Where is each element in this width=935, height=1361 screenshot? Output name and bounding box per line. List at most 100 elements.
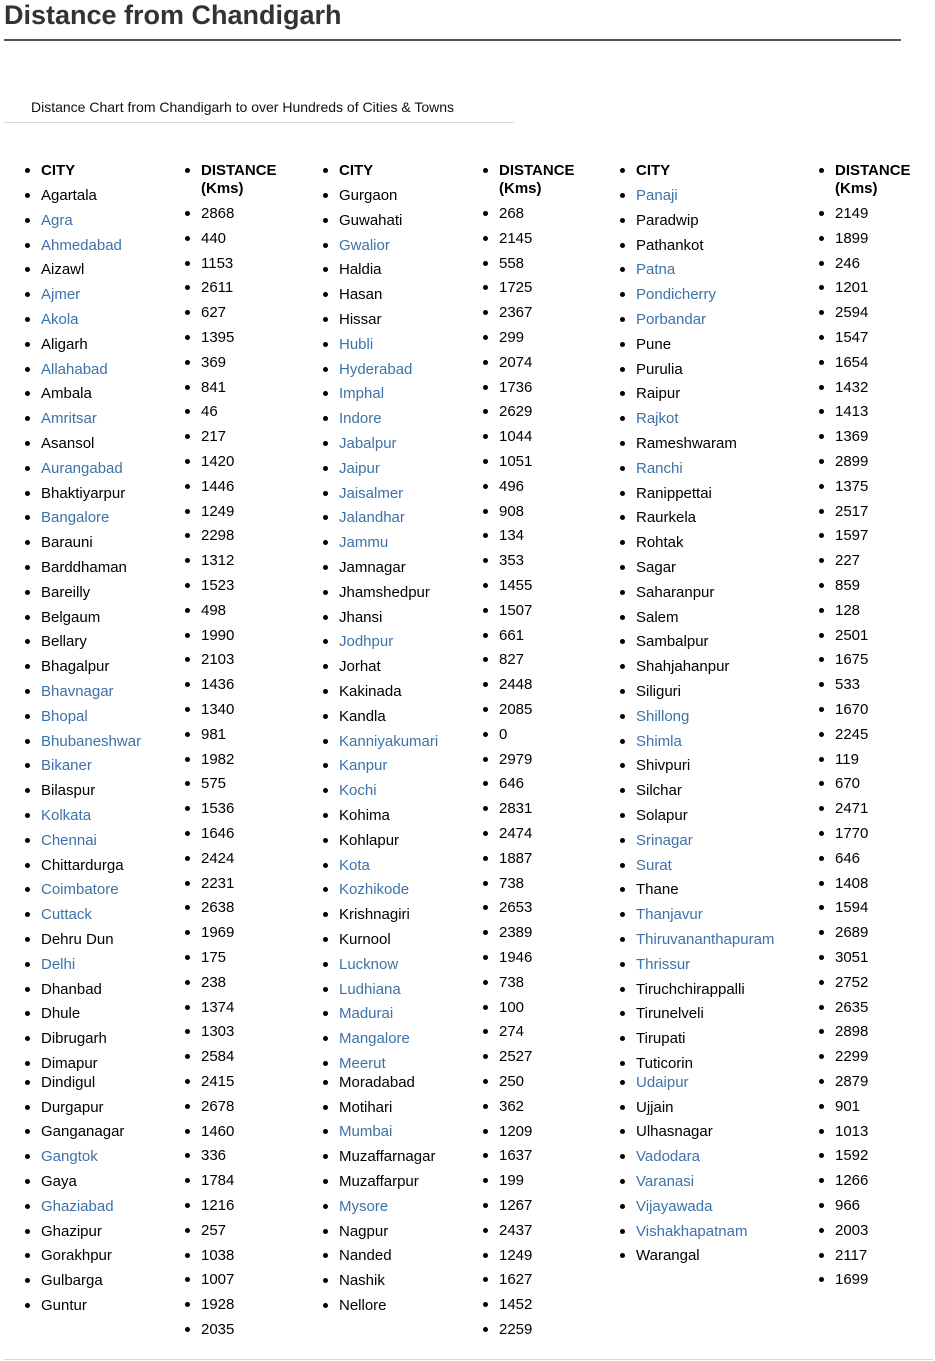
city-item[interactable]: Panaji [620, 187, 678, 204]
city-item[interactable]: Ahmedabad [25, 236, 122, 254]
city-item[interactable]: Ranchi [620, 459, 683, 477]
city-item[interactable]: Patna [619, 261, 676, 279]
city-item: Jamnagar [323, 559, 406, 576]
city-item[interactable]: Bhavnagar [25, 683, 114, 700]
city-item[interactable]: Cuttack [25, 906, 92, 924]
city-item[interactable]: Jaipur [323, 459, 380, 477]
city-item[interactable]: Amritsar [25, 410, 97, 428]
city-item[interactable]: Imphal [322, 385, 385, 403]
distance-item: 1547 [818, 329, 869, 346]
distance-item: 1432 [818, 378, 869, 396]
distance-item: 558 [482, 254, 525, 272]
city-item[interactable]: Delhi [24, 955, 76, 973]
city-item[interactable]: Allahabad [25, 360, 108, 378]
city-item[interactable]: Madurai [322, 1005, 394, 1023]
city-item: Thane [620, 881, 679, 899]
city-item[interactable]: Mumbai [322, 1123, 393, 1141]
city-item[interactable]: Ghaziabad [25, 1197, 114, 1215]
city-item[interactable]: Varanasi [619, 1173, 695, 1190]
city-item[interactable]: Vijayawada [619, 1197, 713, 1215]
distance-item: 2868 [184, 205, 235, 222]
city-item[interactable]: Agra [25, 211, 73, 229]
city-item[interactable]: Vishakhapatnam [619, 1222, 748, 1240]
distance-item: 128 [818, 601, 861, 619]
city-item[interactable]: Bhopal [25, 707, 88, 725]
city-item[interactable]: Ludhiana [323, 980, 401, 998]
city-item[interactable]: Kanpur [322, 757, 388, 775]
subtitle-divider [4, 122, 514, 123]
city-item[interactable]: Coimbatore [25, 881, 119, 899]
distance-item: 268 [482, 205, 525, 222]
city-item[interactable]: Aurangabad [25, 459, 123, 477]
city-item[interactable]: Vadodara [620, 1148, 700, 1166]
distance-item: 1725 [482, 279, 533, 297]
distance-item: 353 [482, 552, 525, 570]
distance-item: 1699 [818, 1271, 869, 1289]
city-item: Sambalpur [620, 633, 709, 651]
city-item[interactable]: Rajkot [620, 410, 679, 428]
city-item: Raipur [619, 385, 681, 403]
distance-item: 1770 [818, 825, 869, 842]
city-item[interactable]: Shillong [619, 707, 690, 725]
distance-item: 2074 [482, 353, 533, 371]
distance-item: 299 [482, 329, 525, 346]
city-item: Sagar [619, 559, 677, 576]
city-item[interactable]: Bhubaneshwar [24, 732, 142, 750]
distance-item: 1267 [482, 1197, 533, 1214]
distance-item: 217 [184, 428, 227, 446]
distance-item: 738 [482, 973, 525, 991]
distance-item: 1153 [184, 254, 234, 272]
city-item[interactable]: Gwalior [323, 236, 390, 254]
city-item[interactable]: Kolkata [24, 807, 92, 824]
distance-item: 134 [482, 527, 525, 545]
city-item[interactable]: Surat [620, 856, 672, 874]
city-item[interactable]: Udaipur [620, 1073, 689, 1091]
city-item[interactable]: Hyderabad [322, 360, 413, 378]
city-item[interactable]: Pondicherry [619, 286, 717, 304]
city-item[interactable]: Shimla [620, 732, 682, 750]
city-item[interactable]: Thiruvananthapuram [619, 931, 775, 948]
distance-header: DISTANCE (Kms) [819, 162, 925, 198]
city-item[interactable]: Bangalore [24, 509, 110, 527]
city-item[interactable]: Jammu [322, 534, 389, 552]
city-item[interactable]: Srinagar [620, 831, 693, 849]
city-item[interactable]: Kota [323, 856, 370, 874]
distance-item: 827 [482, 651, 525, 669]
city-item[interactable]: Thrissur [619, 955, 691, 973]
city-item: Muzaffarpur [323, 1173, 419, 1190]
distance-item: 2424 [184, 849, 235, 867]
city-item[interactable]: Hubli [322, 335, 374, 353]
city-item[interactable]: Kanniyakumari [322, 732, 439, 750]
city-item: Tirupati [619, 1030, 686, 1048]
distance-item: 1990 [184, 626, 235, 644]
distance-item: 1340 [184, 701, 235, 718]
city-item[interactable]: Bikaner [25, 757, 92, 775]
city-item: Jhansi [322, 608, 383, 626]
city-item[interactable]: Thanjavur [620, 906, 703, 924]
city-item[interactable]: Akola [25, 311, 79, 328]
city-item[interactable]: Mysore [322, 1197, 389, 1215]
city-item[interactable]: Indore [323, 410, 382, 428]
distance-item: 227 [818, 552, 861, 570]
distance-item: 2474 [482, 825, 533, 842]
city-item[interactable]: Jalandhar [323, 509, 405, 527]
city-item[interactable]: Meerut [323, 1055, 386, 1072]
distance-item: 2501 [818, 626, 869, 644]
city-item[interactable]: Mangalore [323, 1030, 410, 1048]
distance-item: 238 [184, 973, 227, 991]
city-item[interactable]: Lucknow [322, 955, 399, 973]
distance-item: 1216 [184, 1197, 235, 1214]
city-item[interactable]: Porbandar [619, 311, 707, 328]
city-item[interactable]: Chennai [25, 831, 97, 849]
city-item[interactable]: Jabalpur [323, 435, 397, 452]
distance-item: 2231 [184, 874, 235, 892]
city-item[interactable]: Kochi [323, 782, 377, 800]
city-item[interactable]: Jodhpur [322, 633, 394, 651]
city-item[interactable]: Ajmer [24, 286, 81, 304]
city-item[interactable]: Jaisalmer [322, 484, 404, 502]
city-item: Ghazipur [25, 1222, 102, 1240]
city-item[interactable]: Gangtok [25, 1148, 98, 1166]
distance-item: 1249 [482, 1246, 533, 1264]
distance-item: 2149 [818, 205, 869, 222]
city-item[interactable]: Kozhikode [322, 881, 410, 899]
